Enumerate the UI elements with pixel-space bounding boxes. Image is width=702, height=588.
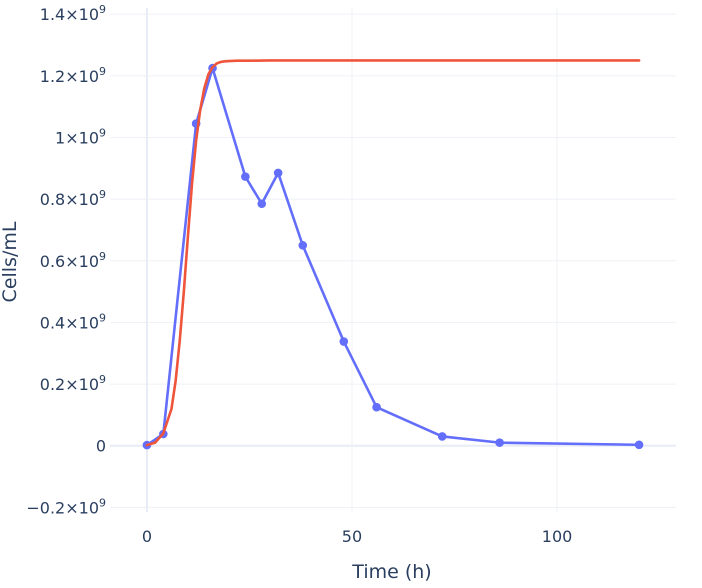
- y-tick-exponent: 9: [99, 311, 106, 324]
- y-tick-exponent: 9: [99, 496, 106, 509]
- series-2-line: [145, 59, 641, 447]
- y-tick-label: 0.8×109: [40, 188, 106, 209]
- y-tick-label: 0.4×109: [40, 311, 106, 332]
- y-tick-label: 1.2×109: [40, 65, 106, 86]
- series-1-point: [241, 172, 250, 181]
- series-layer: [142, 59, 644, 450]
- series-1-point: [257, 199, 267, 209]
- y-axis-title: Cells/mL: [0, 221, 21, 302]
- series-1-point: [437, 432, 447, 441]
- y-tick-exponent: 9: [99, 373, 106, 386]
- x-tick-label: 0: [142, 527, 152, 546]
- y-tick-label: 0: [96, 437, 106, 456]
- y-tick-exponent: 9: [99, 65, 106, 78]
- y-tick-exponent: 9: [99, 126, 106, 139]
- y-tick-label: 0.6×109: [40, 250, 106, 271]
- y-tick-exponent: 9: [99, 188, 106, 201]
- grid-layer: [110, 8, 676, 512]
- series-1-point: [339, 337, 349, 346]
- series-1-line: [145, 66, 641, 447]
- y-tick-exponent: 9: [99, 3, 106, 16]
- y-tick-exponent: 9: [99, 250, 106, 263]
- y-tick-label: −0.2×109: [26, 496, 106, 517]
- x-axis-title: Time (h): [351, 561, 431, 583]
- series-1-point: [273, 168, 283, 178]
- series-1-point: [634, 440, 644, 450]
- y-tick-label: 1.4×109: [40, 3, 106, 24]
- series-1-point: [495, 438, 504, 447]
- series-1-point: [298, 241, 308, 250]
- series-1-point: [372, 402, 381, 412]
- x-tick-label: 100: [542, 527, 573, 546]
- y-tick-label: 0.2×109: [40, 373, 106, 394]
- tick-layer: −0.2×109 0 0.2×109 0.4×109 0.6×109 0.8×109 1×1…: [26, 3, 572, 546]
- x-tick-label: 50: [342, 527, 362, 546]
- y-tick-label: 1×109: [55, 126, 106, 147]
